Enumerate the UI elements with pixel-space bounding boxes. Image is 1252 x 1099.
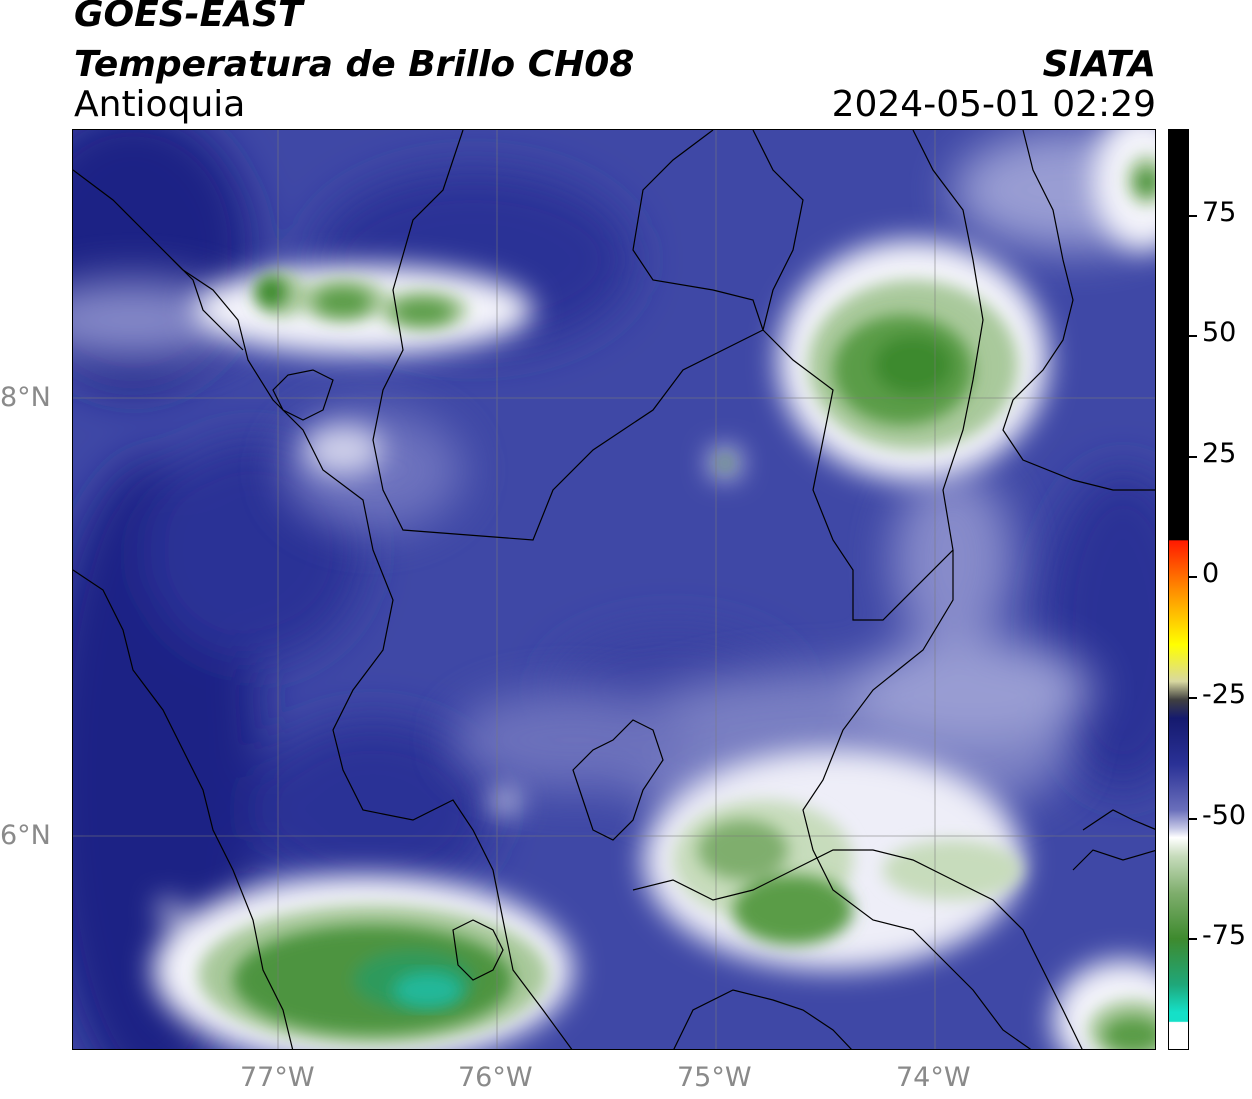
satellite-map: [72, 129, 1156, 1050]
colorbar-tick: [1189, 215, 1197, 217]
datetime-label: 2024-05-01 02:29: [831, 84, 1156, 125]
lat-label-6n: 6°N: [0, 820, 51, 851]
colorbar-tick: [1189, 818, 1197, 820]
title-product: Temperatura de Brillo CH08: [74, 44, 635, 85]
colorbar-tick: [1189, 456, 1197, 458]
region-label: Antioquia: [74, 84, 246, 125]
lon-label-76w: 76°W: [458, 1062, 533, 1093]
colorbar-label-neg75: -75: [1202, 920, 1247, 951]
colorbar-label-0: 0: [1202, 558, 1220, 589]
lat-label-8n: 8°N: [0, 382, 51, 413]
colorbar: [1168, 129, 1189, 1050]
coldest-spot: [393, 972, 463, 1008]
colorbar-tick: [1189, 697, 1197, 699]
lon-label-74w: 74°W: [896, 1062, 971, 1093]
colorbar-tick: [1189, 335, 1197, 337]
dark-navy-areas: [73, 130, 1155, 1049]
colorbar-label-75: 75: [1202, 197, 1237, 228]
title-satellite: GOES-EAST: [74, 0, 303, 35]
colorbar-label-neg50: -50: [1202, 800, 1247, 831]
lon-label-77w: 77°W: [240, 1062, 315, 1093]
colorbar-label-25: 25: [1202, 438, 1237, 469]
graticule: [73, 130, 1155, 1049]
colorbar-label-neg25: -25: [1202, 679, 1247, 710]
colorbar-label-50: 50: [1202, 317, 1237, 348]
agency-label: SIATA: [1042, 44, 1156, 85]
map-canvas: [73, 130, 1155, 1049]
colorbar-tick: [1189, 938, 1197, 940]
colorbar-tick: [1189, 576, 1197, 578]
lon-label-75w: 75°W: [677, 1062, 752, 1093]
boundaries: [73, 130, 1155, 1049]
